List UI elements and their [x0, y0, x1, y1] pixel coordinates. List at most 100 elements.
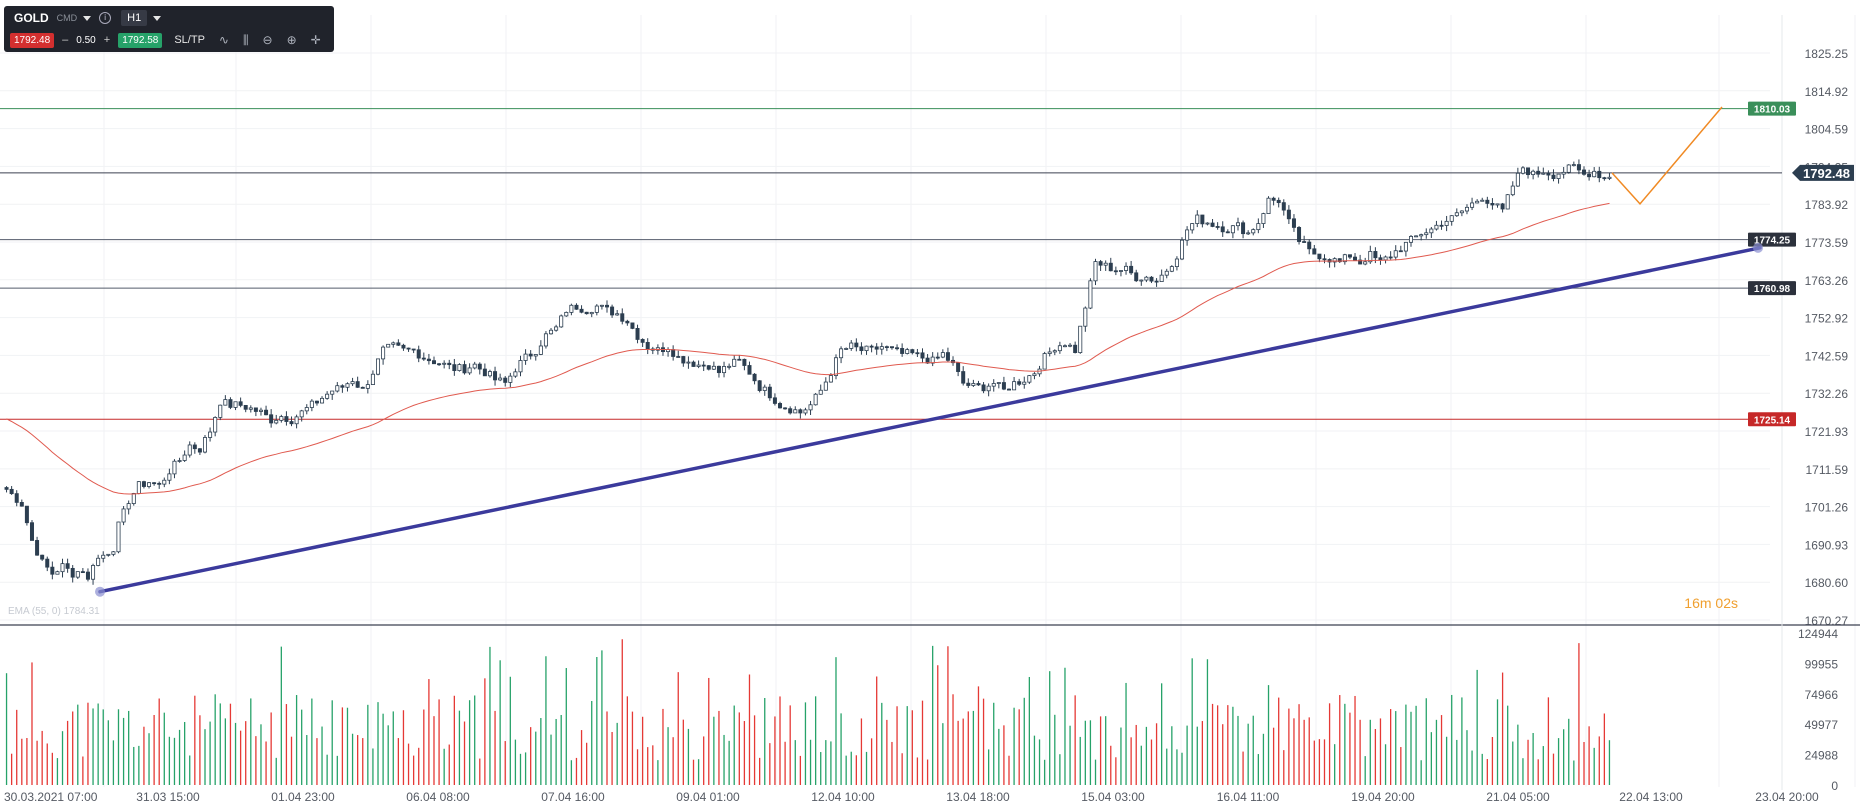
- candle-body: [1062, 345, 1067, 348]
- candle-body: [1251, 229, 1256, 234]
- zoom-out-icon[interactable]: ⊖: [262, 33, 273, 47]
- candle-body: [864, 345, 869, 352]
- candle-body: [1190, 223, 1195, 231]
- candle-body: [711, 365, 716, 370]
- trendline-anchor: [95, 586, 105, 597]
- candle-body: [625, 320, 630, 324]
- info-icon[interactable]: i: [99, 12, 112, 24]
- candle-body: [197, 448, 202, 453]
- y-tick-label: 1763.26: [1805, 274, 1849, 288]
- candle-body: [1266, 197, 1271, 214]
- candle-body: [1317, 253, 1322, 260]
- candle-body: [1159, 274, 1164, 283]
- candle-body: [1052, 350, 1057, 353]
- volume-increase-button[interactable]: +: [103, 34, 111, 46]
- candle-body: [274, 419, 279, 424]
- candle-body: [136, 481, 141, 494]
- candle-body: [1210, 222, 1215, 227]
- volume-decrease-button[interactable]: –: [62, 34, 69, 46]
- candle-body: [554, 326, 559, 331]
- candle-body: [253, 407, 258, 412]
- candle-body: [1281, 202, 1286, 211]
- candle-body: [1220, 226, 1225, 233]
- candle-body: [182, 454, 187, 461]
- candle-body: [111, 551, 116, 555]
- candle-body: [45, 558, 50, 568]
- symbol-label[interactable]: GOLD: [14, 11, 49, 25]
- candle-body: [411, 348, 416, 351]
- y-tick-label: 1690.93: [1805, 538, 1849, 552]
- indicators-icon[interactable]: ⫼: [242, 32, 249, 47]
- crosshair-icon[interactable]: ✛: [310, 33, 321, 47]
- level-label: 1725.14: [1754, 415, 1791, 426]
- candle-body: [1022, 381, 1027, 385]
- ema-label: EMA (55, 0) 1784.31: [8, 606, 100, 617]
- candle-body: [605, 304, 610, 308]
- candle-body: [1057, 345, 1062, 352]
- candle-body: [1007, 388, 1012, 391]
- candle-body: [1439, 224, 1444, 227]
- candle-body: [172, 460, 177, 475]
- candle-body: [228, 399, 233, 408]
- buy-price-button[interactable]: 1792.58: [118, 32, 163, 48]
- candle-body: [732, 358, 737, 367]
- candle-body: [767, 386, 772, 399]
- candle-body: [1261, 213, 1266, 224]
- volume-input[interactable]: 0.50: [76, 34, 96, 46]
- candle-body: [895, 347, 900, 350]
- candle-body: [1342, 254, 1347, 263]
- zoom-in-icon[interactable]: ⊕: [286, 33, 297, 47]
- candle-body: [1510, 185, 1515, 196]
- candle-body: [340, 385, 345, 388]
- candle-body: [727, 365, 732, 368]
- candle-body: [1480, 199, 1485, 202]
- candle-body: [1373, 251, 1378, 259]
- candle-body: [874, 346, 879, 350]
- candle-body: [701, 364, 706, 367]
- candle-body: [1180, 239, 1185, 260]
- candle-body: [961, 371, 966, 384]
- candle-body: [131, 493, 136, 504]
- candle-body: [1205, 222, 1210, 225]
- candle-body: [350, 381, 355, 385]
- candle-body: [223, 399, 228, 406]
- chevron-down-icon[interactable]: [83, 15, 92, 21]
- candle-body: [1515, 172, 1520, 187]
- candle-body: [1398, 250, 1403, 253]
- candle-body: [747, 365, 752, 375]
- candle-body: [1230, 225, 1235, 234]
- sell-price-button[interactable]: 1792.48: [10, 32, 55, 48]
- timeframe-chevron-icon[interactable]: [153, 15, 162, 21]
- candle-body: [391, 342, 396, 345]
- candle-body: [70, 567, 75, 578]
- candle-body: [1307, 241, 1312, 250]
- candle-body: [1322, 258, 1327, 261]
- candle-body: [1597, 170, 1602, 179]
- candle-body: [813, 393, 818, 406]
- candle-body: [1027, 375, 1032, 383]
- candle-body: [737, 358, 742, 361]
- candle-body: [279, 416, 284, 421]
- x-tick-label: 13.04 18:00: [946, 790, 1010, 804]
- candle-body: [630, 322, 635, 329]
- candle-body: [584, 311, 589, 315]
- candle-body: [294, 416, 299, 425]
- level-tag: [1748, 101, 1796, 116]
- x-tick-label: 19.04 20:00: [1351, 790, 1415, 804]
- x-tick-label: 16.04 11:00: [1217, 790, 1280, 804]
- level-tag: [1748, 232, 1796, 247]
- candle-body: [900, 348, 905, 354]
- candle-body: [676, 356, 681, 358]
- candle-body: [381, 346, 386, 360]
- timeframe-selector[interactable]: H1: [121, 10, 148, 26]
- candle-body: [106, 553, 111, 556]
- y-tick-label: 1783.92: [1805, 198, 1849, 212]
- candle-body: [1414, 235, 1419, 238]
- candle-body: [1164, 270, 1169, 276]
- candle-body: [1505, 194, 1510, 210]
- sltp-button[interactable]: SL/TP: [174, 34, 205, 46]
- line-chart-icon[interactable]: ∿: [218, 33, 229, 47]
- y-tick-label: 1680.60: [1805, 576, 1849, 590]
- x-tick-label: 01.04 23:00: [271, 790, 335, 804]
